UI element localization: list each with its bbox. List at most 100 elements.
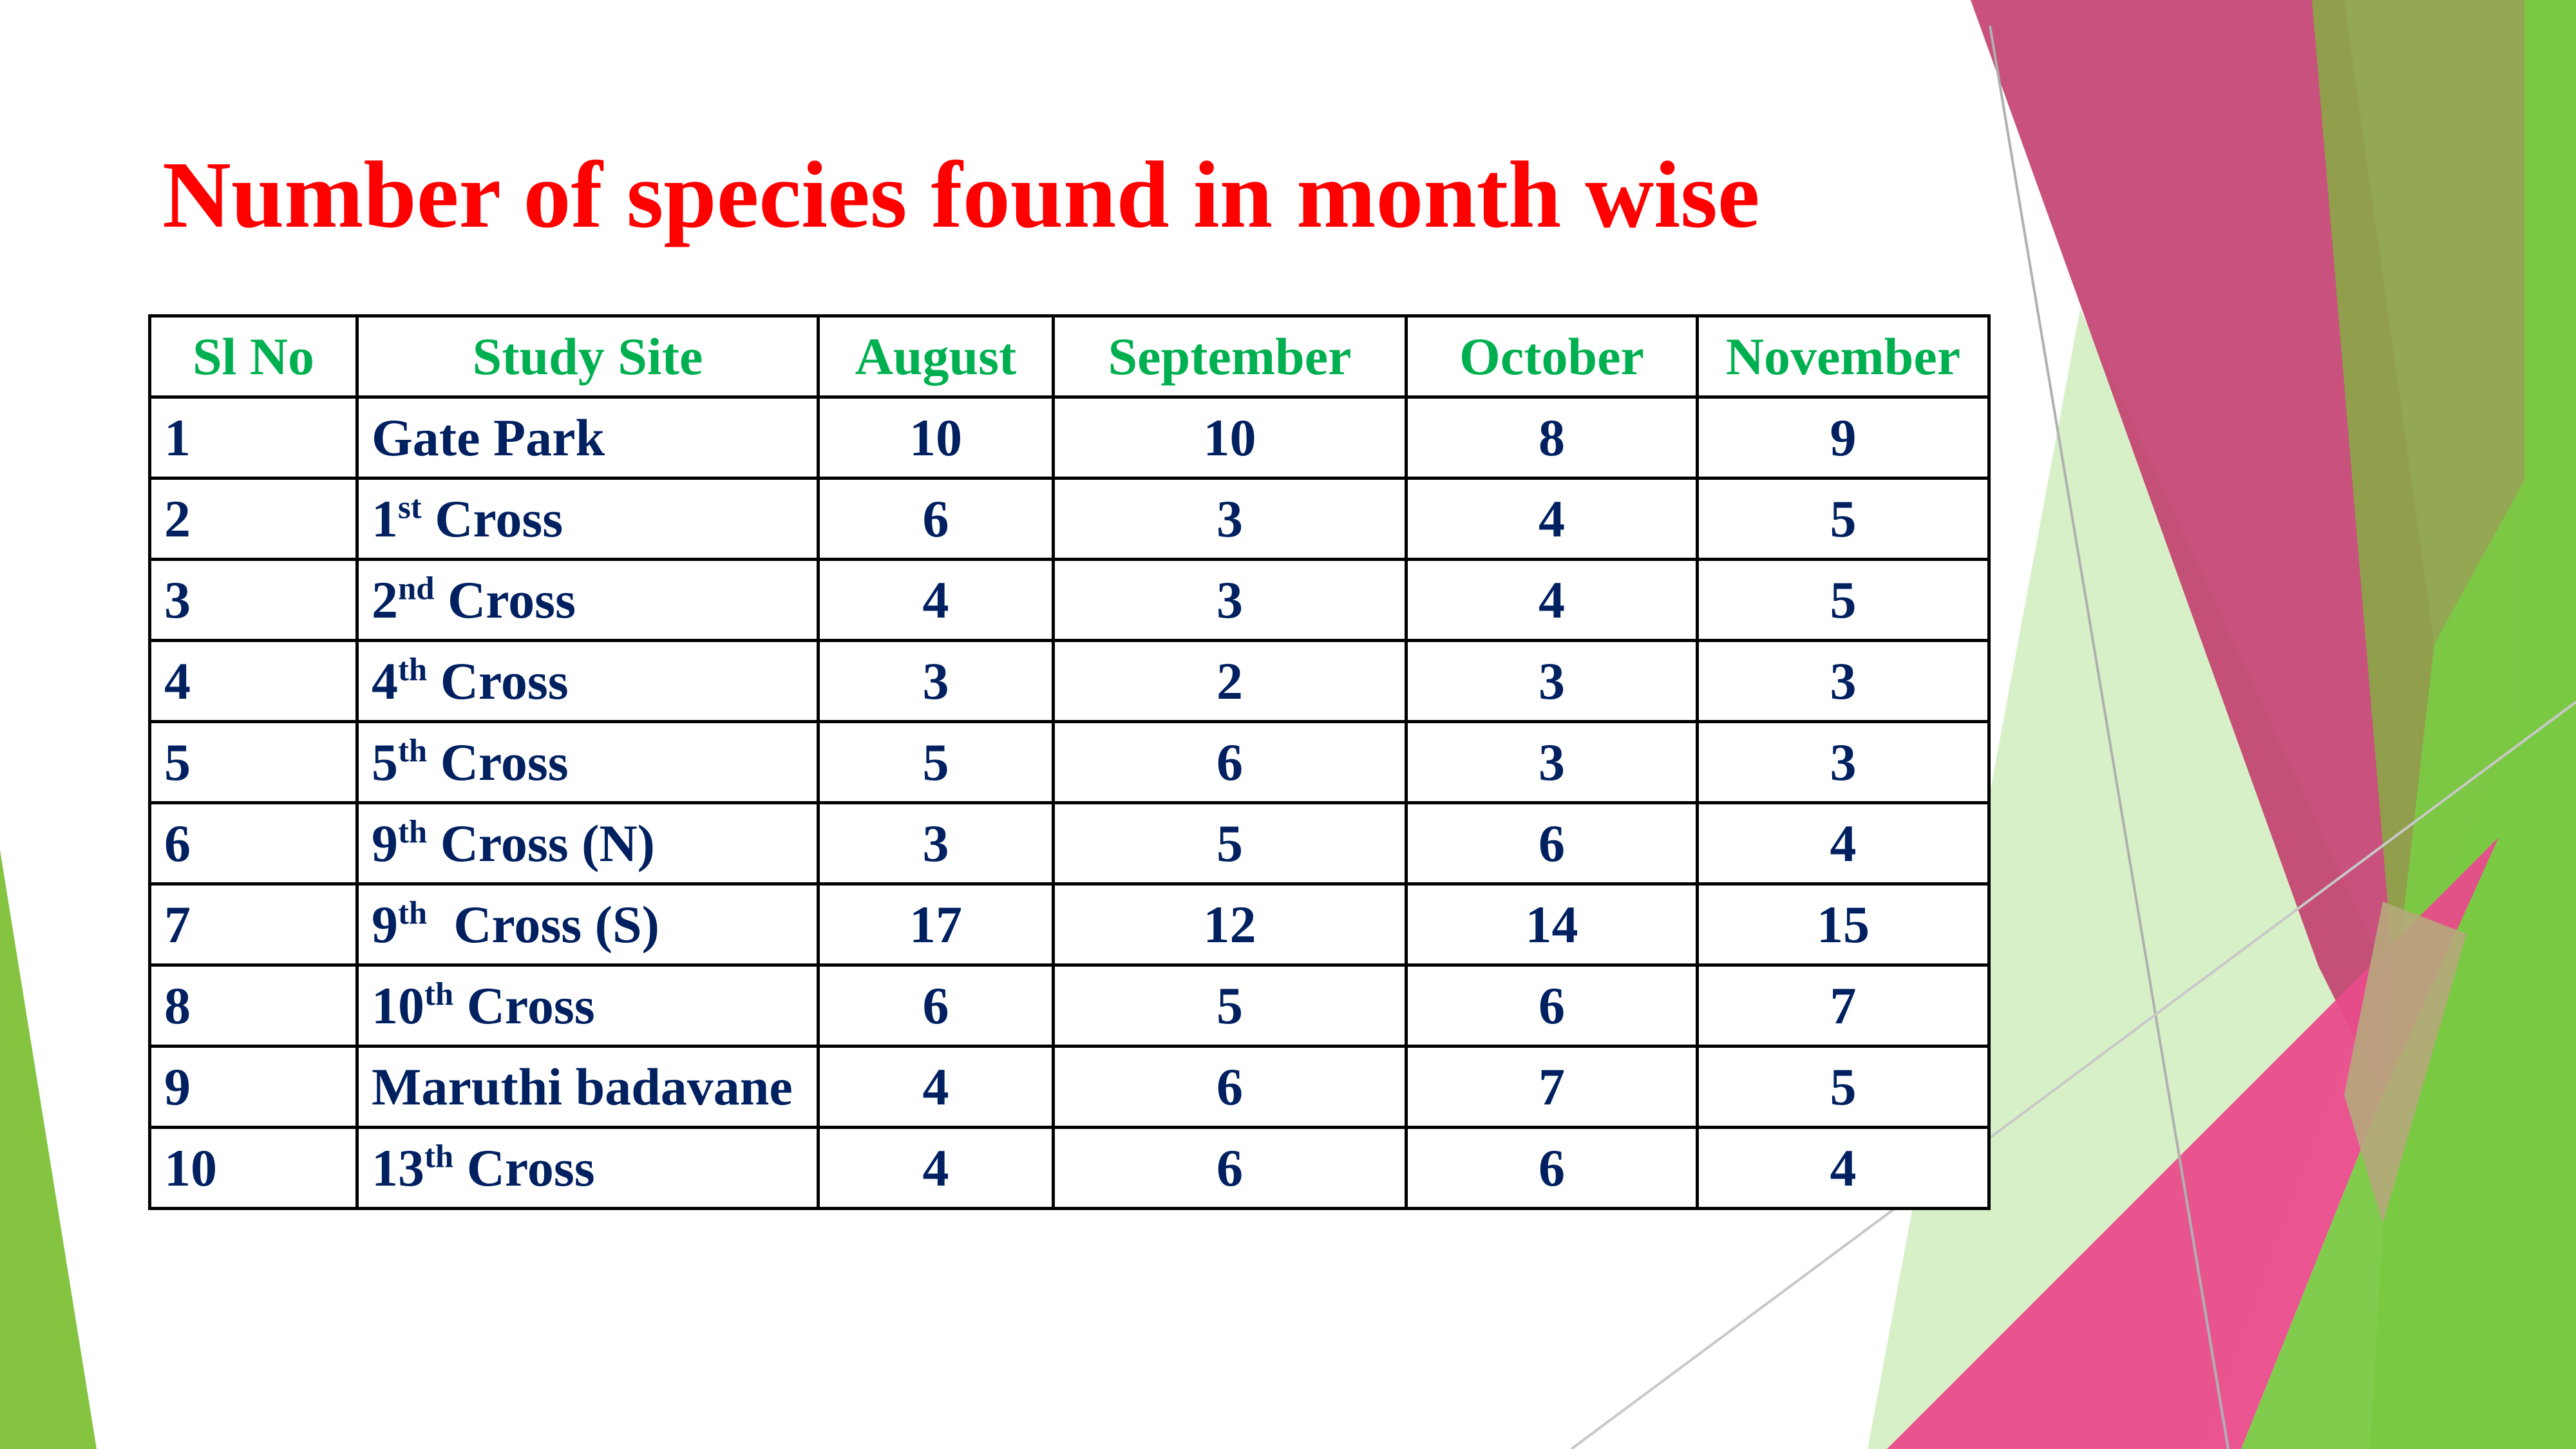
cell-study-site: 4th Cross bbox=[355, 639, 820, 723]
cell-study-site: 1st Cross bbox=[355, 477, 820, 561]
cell-november: 5 bbox=[1696, 477, 1991, 561]
cell-sl-no: 10 bbox=[148, 1126, 359, 1210]
left-green-shape bbox=[0, 850, 97, 1449]
cell-august: 4 bbox=[817, 1045, 1055, 1129]
cell-october: 4 bbox=[1405, 477, 1699, 561]
cell-september: 3 bbox=[1052, 477, 1408, 561]
cell-sl-no: 2 bbox=[148, 477, 359, 561]
cell-september: 6 bbox=[1052, 720, 1408, 804]
table-row: 4 4th Cross 3 2 3 3 bbox=[148, 639, 1991, 723]
site-ordinal: nd bbox=[398, 570, 435, 607]
cell-study-site: Gate Park bbox=[355, 395, 820, 480]
site-name: 10 bbox=[372, 976, 424, 1035]
cell-study-site: 13th Cross bbox=[355, 1126, 820, 1210]
cell-november: 9 bbox=[1696, 395, 1991, 480]
tan-overlap-facet bbox=[2344, 902, 2467, 1224]
cell-october: 3 bbox=[1405, 639, 1699, 723]
cell-november: 5 bbox=[1696, 558, 1991, 642]
cell-august: 17 bbox=[817, 882, 1055, 967]
cell-september: 2 bbox=[1052, 639, 1408, 723]
cell-november: 7 bbox=[1696, 963, 1991, 1048]
cell-september: 10 bbox=[1052, 395, 1408, 480]
table-row: 1 Gate Park 10 10 8 9 bbox=[148, 395, 1991, 480]
header-august: August bbox=[817, 314, 1055, 399]
site-suffix: Cross bbox=[427, 732, 569, 791]
cell-august: 5 bbox=[817, 720, 1055, 804]
cell-sl-no: 7 bbox=[148, 882, 359, 967]
site-ordinal: th bbox=[398, 813, 428, 850]
cell-november: 15 bbox=[1696, 882, 1991, 967]
site-suffix: Cross bbox=[427, 651, 569, 710]
cell-october: 6 bbox=[1405, 1126, 1699, 1210]
cell-study-site: 9th Cross (N) bbox=[355, 801, 820, 886]
cell-november: 4 bbox=[1696, 1126, 1991, 1210]
site-name: 1 bbox=[372, 489, 398, 548]
magenta-facet-top bbox=[1971, 0, 2434, 1095]
cell-august: 3 bbox=[817, 801, 1055, 886]
table-row: 6 9th Cross (N) 3 5 6 4 bbox=[148, 801, 1991, 886]
cell-sl-no: 5 bbox=[148, 720, 359, 804]
cell-october: 8 bbox=[1405, 395, 1699, 480]
site-name: 9 bbox=[372, 813, 398, 873]
cell-august: 4 bbox=[817, 558, 1055, 642]
cell-august: 6 bbox=[817, 963, 1055, 1048]
cell-study-site: 9th Cross (S) bbox=[355, 882, 820, 967]
table-row: 5 5th Cross 5 6 3 3 bbox=[148, 720, 1991, 804]
header-september: September bbox=[1052, 314, 1408, 399]
table-row: 8 10th Cross 6 5 6 7 bbox=[148, 963, 1991, 1048]
cell-october: 7 bbox=[1405, 1045, 1699, 1129]
thin-line-1 bbox=[1989, 25, 2230, 1449]
site-name: 9 bbox=[372, 895, 398, 954]
site-ordinal: th bbox=[398, 732, 428, 769]
cell-sl-no: 8 bbox=[148, 963, 359, 1048]
cell-september: 6 bbox=[1052, 1126, 1408, 1210]
table-body: 1 Gate Park 10 10 8 9 2 1st Cross 6 3 4 … bbox=[148, 395, 1991, 1210]
cell-november: 4 bbox=[1696, 801, 1991, 886]
site-suffix: Cross (S) bbox=[427, 895, 659, 954]
site-ordinal: th bbox=[424, 1138, 454, 1175]
table-row: 2 1st Cross 6 3 4 5 bbox=[148, 477, 1991, 561]
cell-august: 3 bbox=[817, 639, 1055, 723]
table-header-row: Sl No Study Site August September Octobe… bbox=[148, 314, 1991, 399]
cell-study-site: 2nd Cross bbox=[355, 558, 820, 642]
site-suffix: Cross bbox=[434, 570, 576, 629]
cell-november: 3 bbox=[1696, 639, 1991, 723]
site-ordinal: st bbox=[398, 489, 422, 526]
site-name: Maruthi badavane bbox=[372, 1057, 793, 1116]
species-table: Sl No Study Site August September Octobe… bbox=[148, 314, 1991, 1210]
header-november: November bbox=[1696, 314, 1991, 399]
site-name: Gate Park bbox=[372, 408, 605, 467]
cell-october: 3 bbox=[1405, 720, 1699, 804]
cell-november: 3 bbox=[1696, 720, 1991, 804]
cell-study-site: Maruthi badavane bbox=[355, 1045, 820, 1129]
site-name: 2 bbox=[372, 570, 398, 629]
site-suffix: Cross bbox=[453, 976, 595, 1035]
cell-september: 6 bbox=[1052, 1045, 1408, 1129]
cell-august: 10 bbox=[817, 395, 1055, 480]
cell-august: 4 bbox=[817, 1126, 1055, 1210]
cell-september: 5 bbox=[1052, 963, 1408, 1048]
table-row: 3 2nd Cross 4 3 4 5 bbox=[148, 558, 1991, 642]
table-row: 10 13th Cross 4 6 6 4 bbox=[148, 1126, 1991, 1210]
cell-study-site: 5th Cross bbox=[355, 720, 820, 804]
cell-october: 14 bbox=[1405, 882, 1699, 967]
cell-sl-no: 3 bbox=[148, 558, 359, 642]
header-sl-no: Sl No bbox=[148, 314, 359, 399]
header-study-site: Study Site bbox=[355, 314, 820, 399]
cell-sl-no: 9 bbox=[148, 1045, 359, 1129]
site-suffix: Cross bbox=[453, 1138, 595, 1197]
cell-october: 6 bbox=[1405, 963, 1699, 1048]
site-name: 5 bbox=[372, 732, 398, 791]
site-suffix: Cross (N) bbox=[427, 813, 655, 873]
site-name: 4 bbox=[372, 651, 398, 710]
cell-september: 5 bbox=[1052, 801, 1408, 886]
cell-october: 6 bbox=[1405, 801, 1699, 886]
site-ordinal: th bbox=[398, 895, 428, 931]
site-ordinal: th bbox=[424, 976, 454, 1012]
cell-november: 5 bbox=[1696, 1045, 1991, 1129]
site-ordinal: th bbox=[398, 651, 428, 688]
slide-title: Number of species found in month wise bbox=[162, 142, 1760, 248]
site-name: 13 bbox=[372, 1138, 424, 1197]
header-october: October bbox=[1405, 314, 1699, 399]
